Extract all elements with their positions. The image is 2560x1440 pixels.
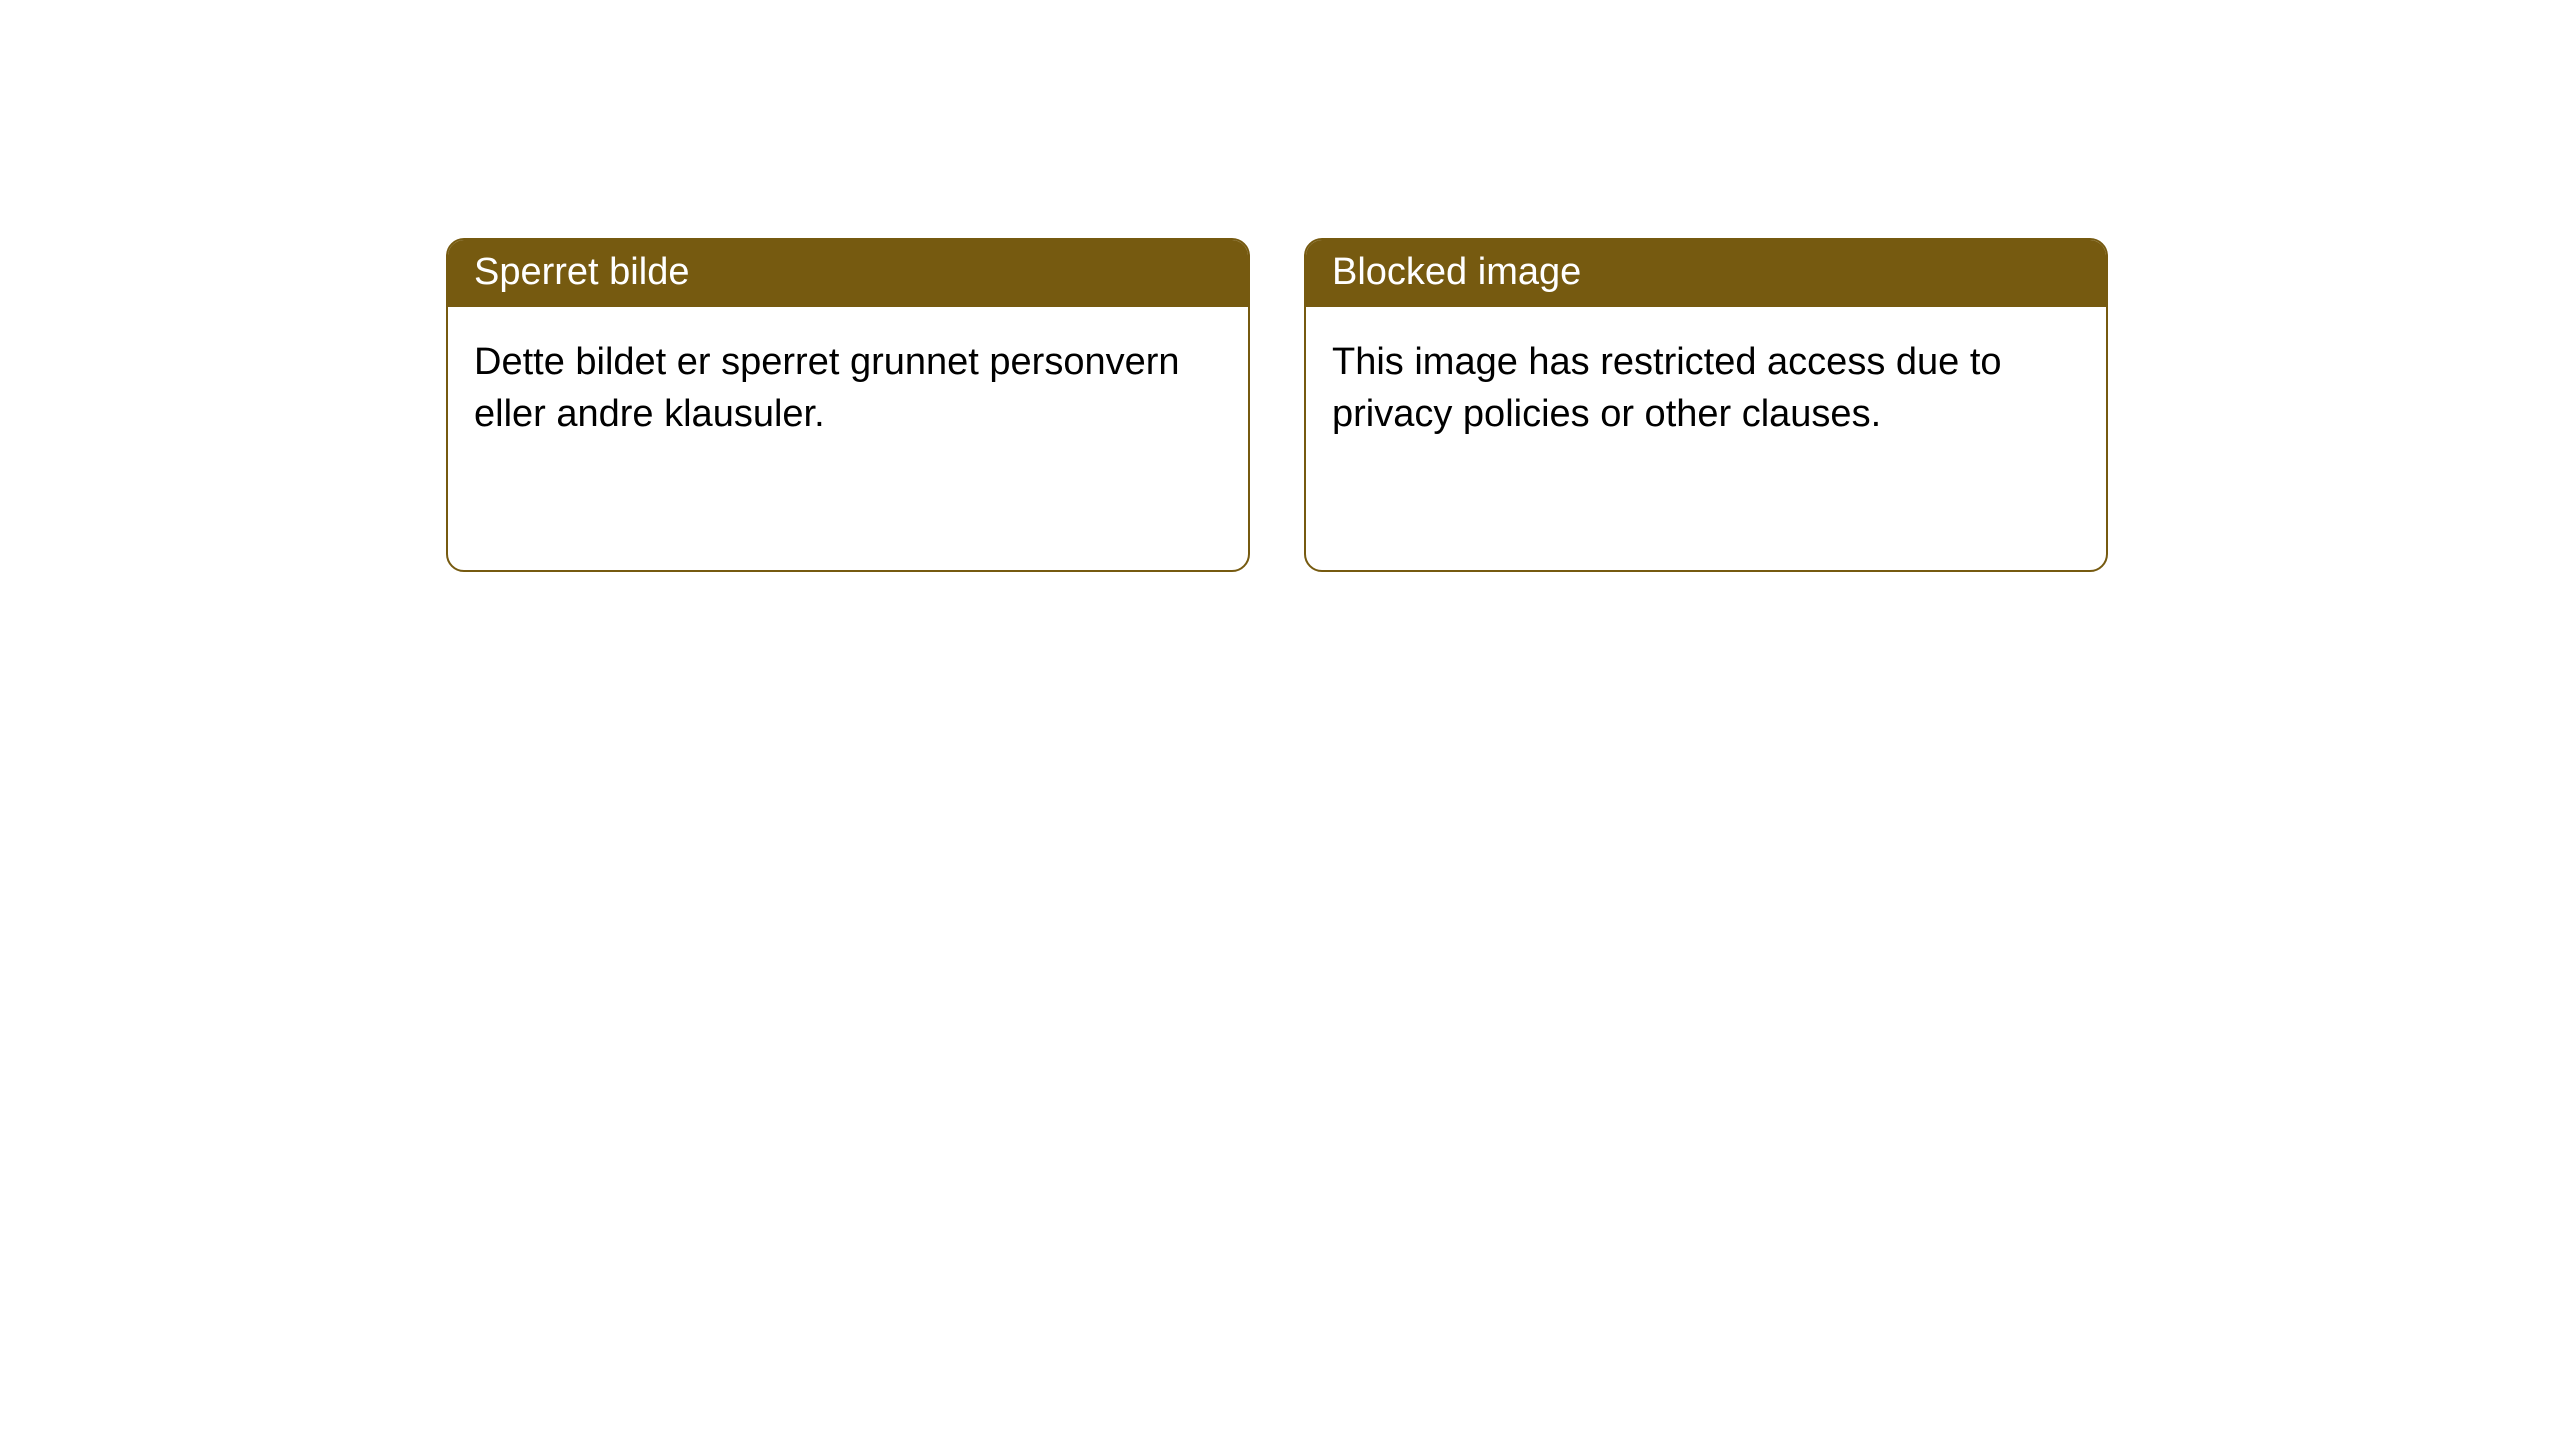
notice-container: Sperret bilde Dette bildet er sperret gr… (0, 0, 2560, 572)
notice-card-norwegian: Sperret bilde Dette bildet er sperret gr… (446, 238, 1250, 572)
notice-card-english: Blocked image This image has restricted … (1304, 238, 2108, 572)
notice-body: Dette bildet er sperret grunnet personve… (448, 307, 1248, 470)
notice-header: Blocked image (1306, 240, 2106, 307)
notice-body: This image has restricted access due to … (1306, 307, 2106, 470)
notice-header: Sperret bilde (448, 240, 1248, 307)
